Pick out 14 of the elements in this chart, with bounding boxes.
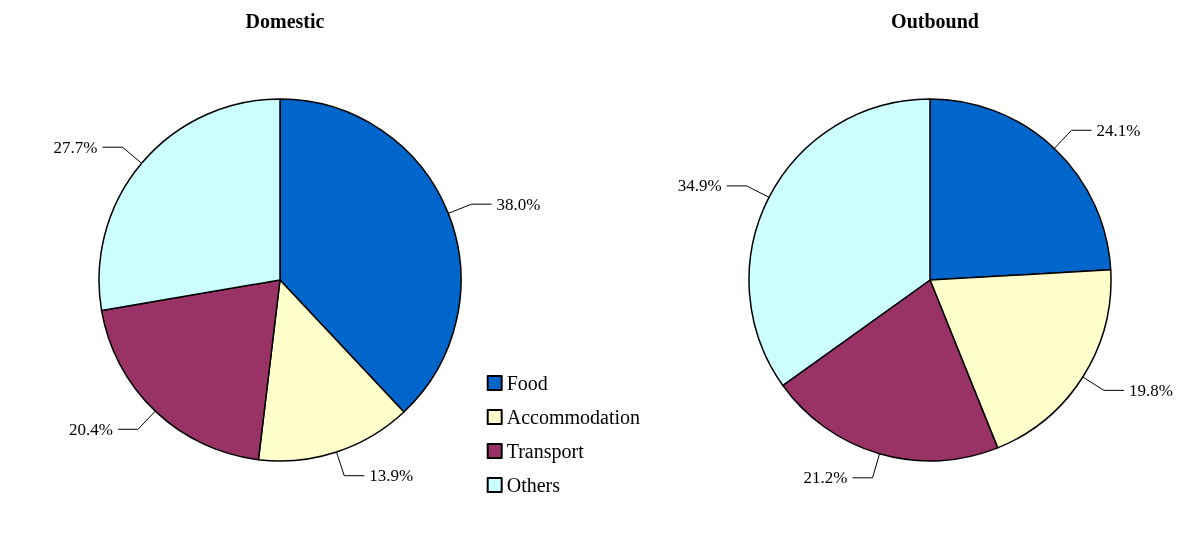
legend-label: Accommodation: [506, 406, 641, 428]
data-label: 27.7%: [53, 137, 98, 157]
legend-label: Transport: [506, 440, 585, 463]
legend-label: Others: [506, 474, 561, 496]
data-label: 19.8%: [1128, 380, 1173, 400]
data-label: 21.2%: [803, 468, 848, 488]
data-label: 24.1%: [1096, 120, 1141, 140]
data-label: 20.4%: [69, 419, 114, 439]
chart-title: Outbound: [891, 10, 979, 32]
data-label: 38.0%: [496, 194, 541, 214]
data-label: 34.9%: [677, 176, 722, 196]
legend-label: Food: [506, 372, 548, 394]
chart-title: Domestic: [245, 10, 325, 32]
data-label: 13.9%: [369, 466, 414, 486]
